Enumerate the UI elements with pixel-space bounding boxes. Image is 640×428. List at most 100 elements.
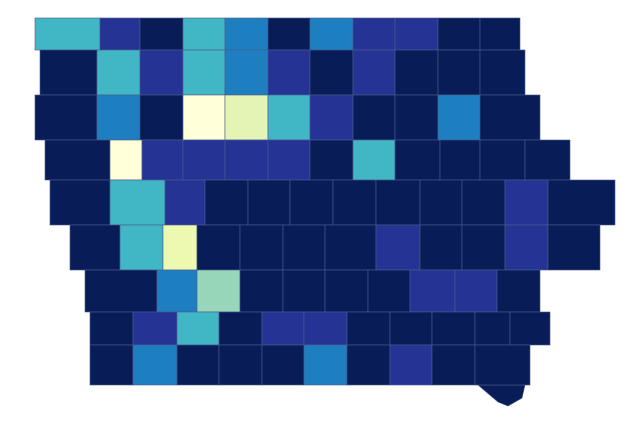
county xyxy=(247,179,291,226)
county xyxy=(182,17,226,51)
county xyxy=(352,94,396,141)
county xyxy=(34,17,101,51)
county xyxy=(261,311,305,346)
county xyxy=(524,139,571,181)
county xyxy=(267,49,311,96)
county xyxy=(44,139,111,181)
county xyxy=(34,94,98,141)
county xyxy=(239,224,284,271)
county xyxy=(282,269,326,313)
county xyxy=(419,179,463,226)
county xyxy=(218,344,263,386)
county xyxy=(346,344,391,386)
county xyxy=(352,139,396,181)
county xyxy=(84,269,158,313)
county xyxy=(69,224,121,271)
county xyxy=(437,17,481,51)
county xyxy=(109,179,166,226)
county xyxy=(504,224,549,271)
county xyxy=(394,139,441,181)
county xyxy=(267,17,311,51)
county xyxy=(49,179,111,226)
county xyxy=(141,139,184,181)
county xyxy=(204,179,249,226)
county xyxy=(309,17,354,51)
county xyxy=(324,269,369,313)
county xyxy=(504,179,549,226)
county xyxy=(239,269,284,313)
county xyxy=(389,344,433,386)
county xyxy=(303,344,348,386)
county xyxy=(419,224,463,271)
county xyxy=(479,17,521,51)
county xyxy=(309,49,354,96)
county xyxy=(196,224,241,271)
county xyxy=(496,269,541,313)
county xyxy=(182,49,226,96)
county xyxy=(282,224,326,271)
county xyxy=(182,94,226,141)
county xyxy=(224,17,269,51)
county xyxy=(474,311,511,346)
county xyxy=(139,94,184,141)
county xyxy=(454,269,498,313)
county xyxy=(182,139,226,181)
county xyxy=(461,179,506,226)
county xyxy=(394,17,439,51)
county xyxy=(479,49,526,96)
county xyxy=(479,94,541,141)
county xyxy=(267,139,311,181)
county xyxy=(96,49,141,96)
county xyxy=(267,94,311,141)
county xyxy=(479,139,526,181)
county xyxy=(89,311,134,346)
county xyxy=(389,311,433,346)
county xyxy=(332,179,377,226)
county xyxy=(224,94,269,141)
county xyxy=(394,49,439,96)
county xyxy=(99,17,141,51)
county xyxy=(89,344,134,386)
county xyxy=(218,311,263,346)
county xyxy=(139,17,184,51)
county xyxy=(132,344,178,386)
county xyxy=(394,94,439,141)
county xyxy=(509,311,551,346)
county xyxy=(431,344,476,386)
county xyxy=(375,224,421,271)
county xyxy=(289,179,334,226)
county xyxy=(156,269,198,313)
county xyxy=(109,139,143,181)
county xyxy=(176,344,220,386)
county xyxy=(409,269,456,313)
county xyxy=(461,224,506,271)
county xyxy=(96,94,141,141)
county-tail xyxy=(477,384,526,407)
county xyxy=(346,311,391,346)
county xyxy=(324,224,377,271)
county xyxy=(119,224,164,271)
county xyxy=(164,179,206,226)
county xyxy=(309,139,354,181)
county xyxy=(547,179,616,226)
county xyxy=(431,311,476,346)
county xyxy=(437,94,481,141)
county xyxy=(303,311,348,346)
county xyxy=(139,49,184,96)
county xyxy=(261,344,305,386)
county xyxy=(196,269,241,313)
county xyxy=(309,94,354,141)
county xyxy=(162,224,198,271)
county xyxy=(176,311,220,346)
county xyxy=(39,49,98,96)
county xyxy=(474,344,531,386)
county xyxy=(439,139,481,181)
county xyxy=(367,269,411,313)
county xyxy=(352,17,396,51)
county xyxy=(224,49,269,96)
county xyxy=(375,179,421,226)
county xyxy=(437,49,481,96)
county xyxy=(352,49,396,96)
